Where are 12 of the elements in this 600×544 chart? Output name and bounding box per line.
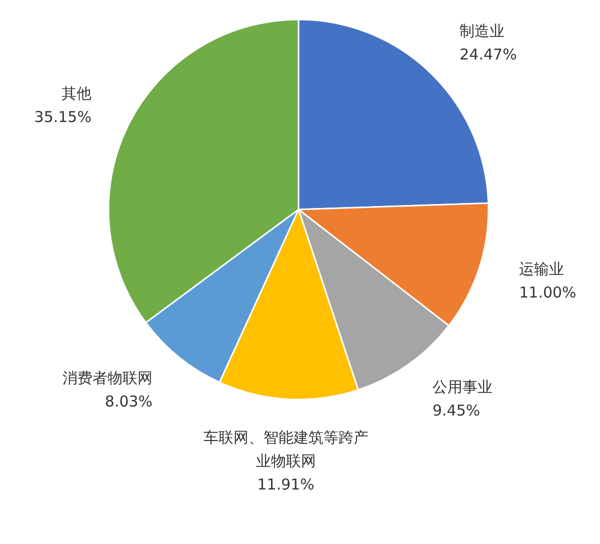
slice-label: 公用事业 [432,378,492,396]
data-label: 35.15% [34,108,92,126]
slice-label: 其他 [61,84,92,103]
slice-label: 运输业 [519,260,564,278]
data-label: 11.91% [257,475,314,494]
slice-label: 消费者物联网 [62,368,153,387]
data-label: 24.47% [460,46,517,64]
data-label: 9.45% [432,401,480,420]
slice-label: 车联网、智能建筑等跨产业物联网 [203,428,368,470]
data-label: 11.00% [519,283,576,302]
slice-label: 制造业 [460,22,505,40]
data-label: 8.03% [104,392,153,410]
